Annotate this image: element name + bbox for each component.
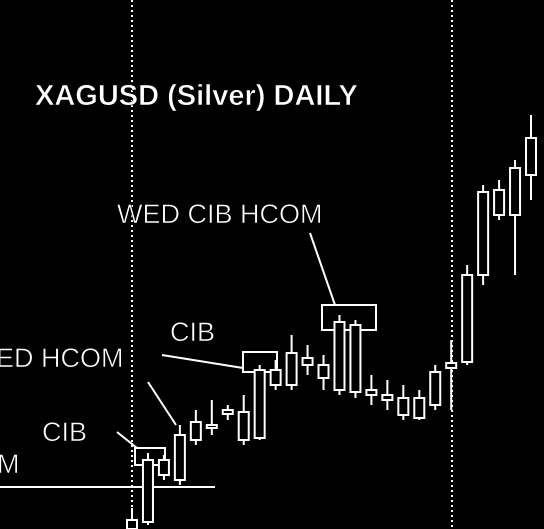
annotation: CIB: [42, 417, 87, 447]
candle-body: [141, 459, 154, 523]
annotation-arrow: [309, 232, 336, 306]
candle-body: [285, 352, 298, 386]
annotation-box: [321, 304, 377, 331]
annotation: ED HCOM: [0, 343, 124, 373]
candle-body: [157, 459, 170, 476]
candle-body: [509, 167, 522, 216]
chart-title: XAGUSD (Silver) DAILY: [35, 80, 358, 112]
candle-body: [189, 421, 202, 441]
annotation-arrow: [147, 381, 177, 426]
annotation-arrow: [116, 431, 138, 449]
candle-body: [253, 369, 266, 439]
annotation: M: [0, 449, 20, 479]
candle-body: [365, 389, 378, 396]
candle-body: [301, 357, 314, 366]
annotation-arrow: [161, 354, 244, 369]
candle-body: [173, 434, 186, 481]
candle-body: [237, 411, 250, 441]
candle-body: [221, 409, 234, 415]
annotation: WED CIB HCOM: [117, 199, 323, 229]
candle-body: [525, 137, 537, 176]
candle-body: [493, 189, 506, 216]
candle-body: [461, 274, 474, 363]
candle-body: [317, 364, 330, 379]
annotation: CIB: [170, 317, 215, 347]
candle-body: [413, 397, 426, 419]
candle-body: [126, 519, 138, 529]
candle-body: [205, 424, 218, 429]
candle-body: [445, 362, 458, 369]
candles: [126, 115, 537, 529]
candle-body: [397, 397, 410, 416]
candle-body: [429, 371, 442, 406]
candle-body: [477, 191, 490, 276]
candle-body: [349, 324, 362, 393]
candle-body: [269, 369, 282, 386]
candle-body: [381, 394, 394, 401]
candle-body: [333, 321, 346, 391]
